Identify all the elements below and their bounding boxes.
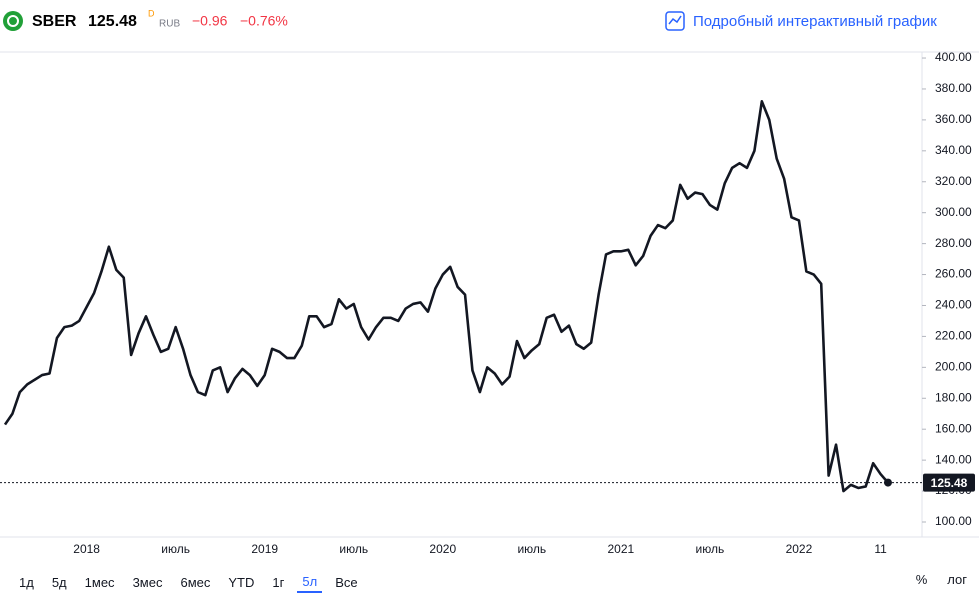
y-tick-label: 240.00 [935,298,972,312]
y-tick-label: 360.00 [935,112,972,126]
price: 125.48 [88,13,137,30]
symbol: SBER [32,13,77,30]
log-toggle[interactable]: лог [947,572,967,587]
x-tick-label: 11 [874,542,887,556]
logo [3,11,23,31]
range-button[interactable]: Все [335,574,358,590]
y-tick-label: 200.00 [935,360,972,374]
x-tick-label: июль [517,542,546,556]
x-tick-label: 2018 [73,542,100,556]
y-tick-label: 280.00 [935,236,972,250]
change-percent: −0.76% [240,13,288,29]
y-tick-label: 160.00 [935,421,972,435]
y-tick-label: 260.00 [935,267,972,281]
y-tick-label: 180.00 [935,390,972,404]
range-button[interactable]: YTD [228,574,255,590]
currency: RUB [159,19,180,30]
y-tick-label: 320.00 [935,174,972,188]
y-tick-label: 340.00 [935,143,972,157]
price-line [3,100,889,493]
chart: SBER 125.48 D RUB −0.96 −0.76% Подробный… [0,8,979,556]
last-price-box [923,473,975,492]
y-tick-label: 140.00 [935,452,972,466]
price-type: D [148,8,155,18]
x-tick-label: июль [339,542,368,556]
last-point [883,478,892,487]
change: −0.96 [192,13,228,29]
scale-toolbar: % лог [916,572,967,587]
logo-mark [7,15,19,27]
x-tick-label: июль [161,542,190,556]
range-button[interactable]: 1мес [84,574,115,590]
y-tick-label: 220.00 [935,329,972,343]
y-tick-label: 300.00 [935,205,972,219]
range-button[interactable]: 1д [19,574,34,590]
range-button[interactable]: 6мес [180,574,211,590]
link-icon-line [668,15,682,25]
y-tick-label: 400.00 [935,50,972,64]
link-icon [665,11,685,31]
detail-link[interactable]: Подробный интерактивный график [665,11,937,31]
range-button[interactable]: 5д [51,574,67,590]
percent-toggle[interactable]: % [915,572,928,587]
x-tick-label: 2020 [429,542,456,556]
link-text[interactable]: Подробный интерактивный график [693,13,937,30]
range-button[interactable]: 5л [297,572,323,593]
range-button[interactable]: 3мес [132,574,163,590]
x-tick-label: июль [696,542,725,556]
y-tick-label: 380.00 [935,81,972,95]
x-tick-label: 2019 [251,542,278,556]
x-tick-label: 2021 [608,542,635,556]
last-price-label: 125.48 [931,476,968,490]
range-toolbar: 1д 5д 1мес 3мес 6мес YTD 1г 5л Все [10,570,367,594]
range-button[interactable]: 1г [272,574,285,590]
y-tick-label: 100.00 [935,514,972,528]
x-tick-label: 2022 [786,542,813,556]
